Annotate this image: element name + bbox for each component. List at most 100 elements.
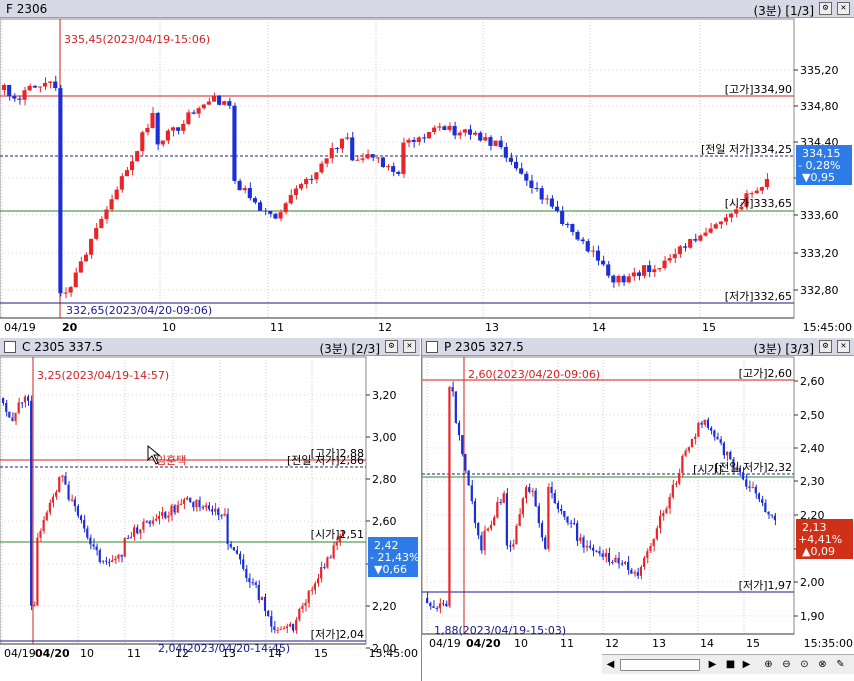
zoom-reset-icon[interactable]: ⊗ [818,659,827,670]
candle-body [486,528,489,531]
plot-area [0,18,795,319]
candle-body [655,528,658,539]
candle-body [320,567,323,579]
candle-body [48,502,51,513]
candle-body [313,583,316,590]
candle-body [89,537,92,545]
candle-body [749,193,754,195]
chart-scrollbar[interactable]: ◀ ▶ ■ ▶ ⊕ ⊖ ⊙ ⊗ ✎ [602,654,854,674]
call-panel: C 2305 337.5 (3분) [2/3] ⚙ ✕ 3,20 3,00 2,80… [0,338,420,681]
candle-body [117,554,120,559]
candle-body [257,584,260,600]
candle-body [483,137,488,141]
candle-body [432,606,435,608]
candle-body [467,470,470,486]
close-icon[interactable]: ✕ [837,340,850,353]
settings-icon[interactable]: ⚙ [819,340,832,353]
y-tick-label: 2,40 [800,442,825,455]
zoom-out-icon[interactable]: ⊖ [782,659,791,670]
reference-price-label: 2,60(2023/04/20-09:06) [468,368,600,381]
candle-body [204,505,207,508]
candle-body [604,552,607,557]
candle-body [108,561,111,563]
candle-body [515,525,518,545]
zoom-fit-icon[interactable]: ⊙ [800,659,809,670]
candle-body [688,239,693,248]
candle-body [595,550,598,552]
candle-body [505,493,508,546]
candle-body [690,438,694,448]
candle-body [537,506,540,524]
candle-body [170,505,173,516]
candle-body [590,250,595,252]
reference-price-label: 3,25(2023/04/19-14:57) [37,369,169,382]
x-tick-label: 12 [378,321,392,334]
candle-body [298,608,301,620]
scroll-right-icon[interactable]: ▶ [708,659,717,670]
candle-body [667,258,672,261]
put-chart[interactable]: 2,602,502,402,302,202,102,001,9004/1904/… [422,338,854,681]
candle-body [457,422,461,436]
y-tick-label: 2,20 [372,600,397,613]
scroll-thumb[interactable] [620,659,700,671]
candle-body [339,138,345,149]
candle-body [601,260,606,265]
candle-body [438,603,441,609]
candle-body [554,206,560,212]
futures-chart[interactable]: 335,20334,80334,40334,00333,60333,20332,… [0,0,854,337]
candle-body [761,499,764,503]
y-tick-label: 2,20 [800,509,825,522]
put-select-checkbox[interactable] [426,341,438,353]
candle-body [20,402,23,404]
candle-body [99,218,104,229]
x-tick-label: 14 [592,321,606,334]
candle-body [167,515,170,518]
candle-body [278,212,283,219]
candle-body [83,520,86,529]
candle-body [36,537,39,606]
call-period: (3분) [2/3] [319,342,380,356]
plot-area [422,356,795,635]
candle-body [595,250,601,261]
candle-body [585,241,590,252]
candle-body [247,188,252,199]
candle-body [136,527,139,534]
candle-body [145,521,148,523]
candle-body [518,514,521,526]
call-select-checkbox[interactable] [4,341,16,353]
candle-body [263,210,268,212]
settings-icon[interactable]: ⚙ [385,340,398,353]
call-titlebar: C 2305 337.5 (3분) [2/3] ⚙ ✕ [0,338,420,356]
candle-body [260,596,263,600]
scroll-left-icon[interactable]: ◀ [606,659,615,670]
prev-low-tag: [전일 저가]2,86 [287,453,364,467]
close-icon[interactable]: ✕ [403,340,416,353]
candle-body [642,557,646,567]
play-icon[interactable]: ▶ [742,659,751,670]
candle-body [173,505,176,513]
candle-body [620,563,623,565]
zoom-in-icon[interactable]: ⊕ [764,659,773,670]
candle-body [607,552,611,563]
candle-body [565,223,570,225]
candle-body [238,553,242,560]
annotation-label: 임훈택 [156,454,186,467]
candle-body [335,541,338,546]
candle-body [73,499,76,507]
candle-body [512,544,515,547]
candle-body [657,268,662,270]
close-icon[interactable]: ✕ [837,2,850,15]
wrench-icon[interactable]: ✎ [836,659,845,670]
x-tick-label: 15 [314,647,328,660]
candle-body [754,190,759,194]
settings-icon[interactable]: ⚙ [819,2,832,15]
candle-body [226,513,229,544]
y-tick-label: 333,60 [800,209,839,222]
stop-icon[interactable]: ■ [725,659,736,670]
candle-body [329,557,332,559]
candle-body [531,490,534,492]
call-chart[interactable]: 3,203,002,802,602,402,202,0004/1904/2010… [0,338,420,681]
candle-body [295,619,298,631]
candle-body [722,442,725,456]
candle-body [534,490,537,507]
